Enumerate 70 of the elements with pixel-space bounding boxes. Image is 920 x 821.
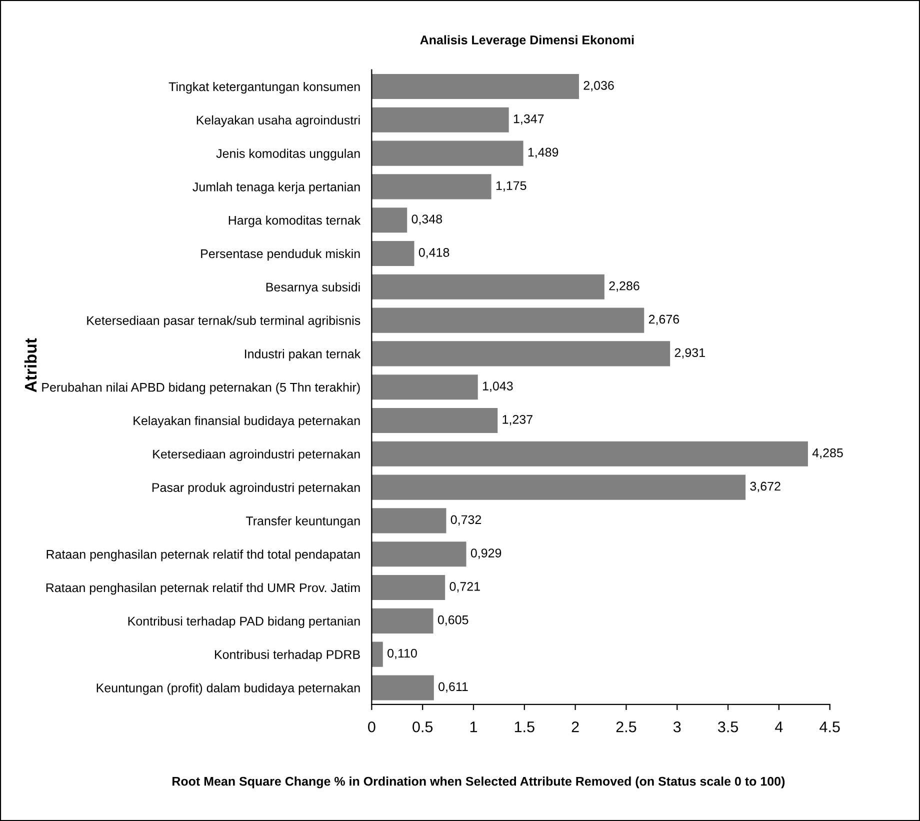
x-tick-label: 4.5 (820, 722, 840, 732)
data-label: 0,721 (450, 582, 480, 592)
data-label: 2,036 (584, 80, 614, 92)
y-tick-label: Kontribusi terhadap PDRB (214, 650, 360, 662)
x-tick-label: 1.5 (514, 722, 534, 732)
data-label: 0,605 (438, 615, 468, 626)
y-tick-label: Pasar produk agroindustri peternakan (152, 482, 360, 494)
y-tick-label: Harga komoditas ternak (228, 216, 361, 228)
data-label: 0,611 (438, 682, 468, 693)
data-label: 1,043 (482, 382, 513, 392)
data-label: 1,347 (514, 114, 544, 125)
data-label: 1,237 (502, 415, 532, 426)
data-label: 2,676 (648, 314, 680, 326)
bar (372, 240, 414, 266)
data-label: 3,672 (750, 482, 780, 492)
bar (372, 274, 604, 300)
bar (372, 441, 808, 466)
bar (372, 374, 478, 400)
bar (372, 474, 746, 500)
bar (372, 308, 644, 333)
bar (372, 208, 408, 233)
x-tick-label: 2 (572, 721, 579, 732)
data-label: 0,110 (388, 648, 417, 660)
y-axis-title: Atribut (24, 338, 37, 392)
bar (372, 341, 670, 366)
y-tick-label: Kelayakan usaha agroindustri (196, 115, 360, 128)
data-label: 0,418 (418, 248, 450, 258)
y-tick-label: Jenis komoditas unggulan (216, 148, 360, 160)
y-tick-label: Industri pakan ternak (244, 349, 361, 361)
y-tick-label: Jumlah tenaga kerja pertanian (192, 182, 360, 194)
x-tick-label: 3 (673, 721, 681, 732)
bar (372, 508, 446, 534)
data-label: 1,175 (496, 181, 526, 192)
x-tick-label: 0 (368, 721, 376, 732)
bar (372, 107, 509, 132)
data-label: 0,732 (450, 515, 482, 526)
y-tick-label: Rataan penghasilan peternak relatif thd total pendapatan (46, 550, 360, 562)
y-tick-label: Kelayakan finansial budidaya peternakan (134, 416, 360, 428)
x-tick-label: 3.5 (718, 721, 738, 732)
y-tick-label: Perubahan nilai APBD bidang peternakan (5 Thn terakhir) (42, 382, 360, 394)
y-tick-label: Tingkat ketergantungan konsumen (168, 82, 360, 94)
y-tick-label: Ketersediaan agroindustri peternakan (153, 449, 360, 462)
y-tick-label: Rataan penghasilan peternak relatif thd UMR Prov. Jatim (46, 582, 360, 595)
y-tick-label: Kontribusi terhadap PAD bidang pertanian (128, 616, 360, 628)
x-tick-label: 0.5 (412, 721, 433, 732)
data-label: 0,929 (470, 548, 502, 559)
bar (372, 542, 466, 567)
data-label: 4,285 (812, 448, 843, 459)
bar (372, 642, 383, 667)
bar (372, 675, 434, 700)
x-tick-label: 4 (775, 722, 783, 732)
y-tick-label: Ketersediaan pasar ternak/sub terminal agribisnis (87, 316, 360, 328)
chart-title: Analisis Leverage Dimensi Ekonomi (420, 35, 634, 47)
data-label: 1,489 (528, 148, 558, 158)
y-tick-label: Besarnya subsidi (266, 282, 360, 294)
x-tick-label: 1 (470, 722, 477, 732)
y-tick-label: Transfer keuntungan (246, 516, 360, 528)
bar (372, 74, 579, 100)
x-tick-label: 2.5 (616, 721, 636, 732)
y-tick-label: Keuntungan (profit) dalam budidaya peternakan (96, 683, 360, 695)
bar (372, 408, 498, 434)
x-axis-title: Root Mean Square Change % in Ordination when Selected Attribute Removed (on Status scale 0 to 100) (172, 776, 785, 788)
y-tick-label: Persentase penduduk miskin (201, 248, 360, 261)
bar (372, 174, 492, 200)
data-label: 2,286 (609, 281, 640, 292)
data-label: 0,348 (412, 214, 442, 225)
bar (372, 608, 434, 634)
bar (372, 140, 524, 166)
data-label: 2,931 (674, 348, 705, 359)
bar (372, 574, 446, 600)
